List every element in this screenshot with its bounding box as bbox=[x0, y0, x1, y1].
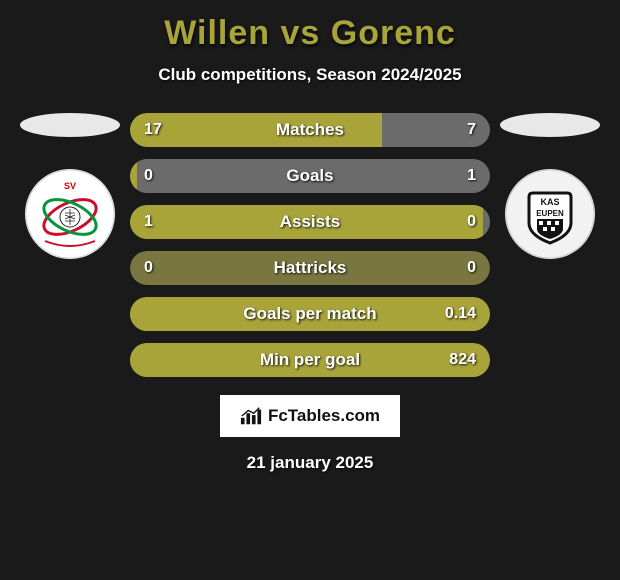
stat-bar-left bbox=[130, 159, 137, 193]
stat-value-left: 0 bbox=[144, 259, 153, 277]
eupen-crest-icon: KAS EUPEN bbox=[505, 169, 595, 259]
stat-row: Min per goal824 bbox=[130, 343, 490, 377]
stat-value-left: 1 bbox=[144, 213, 153, 231]
stat-value-right: 0 bbox=[467, 213, 476, 231]
page-title: Willen vs Gorenc bbox=[0, 14, 620, 53]
svg-text:KAS: KAS bbox=[540, 197, 559, 207]
stat-value-right: 1 bbox=[467, 167, 476, 185]
team2-badge: KAS EUPEN bbox=[505, 169, 595, 259]
stat-value-right: 7 bbox=[467, 121, 476, 139]
stat-value-left: 17 bbox=[144, 121, 162, 139]
player2-name: Gorenc bbox=[331, 14, 456, 52]
player2-photo-placeholder bbox=[500, 113, 600, 137]
stat-row: Matches177 bbox=[130, 113, 490, 147]
stat-value-right: 824 bbox=[449, 351, 476, 369]
brand-text: FcTables.com bbox=[268, 406, 380, 426]
vs-text: vs bbox=[280, 14, 320, 52]
player1-photo-placeholder bbox=[20, 113, 120, 137]
stat-row: Hattricks00 bbox=[130, 251, 490, 285]
team1-badge: SV bbox=[25, 169, 115, 259]
main-row: SV Matches177Goals01Assists10Hattricks00… bbox=[0, 113, 620, 377]
waregem-crest-icon: SV bbox=[25, 169, 115, 259]
stat-value-right: 0.14 bbox=[445, 305, 476, 323]
subtitle: Club competitions, Season 2024/2025 bbox=[0, 65, 620, 85]
left-side: SV bbox=[20, 113, 120, 259]
stat-bar-bg bbox=[130, 251, 490, 285]
right-side: KAS EUPEN bbox=[500, 113, 600, 259]
stat-bar-right bbox=[137, 159, 490, 193]
stat-bar-left bbox=[130, 205, 483, 239]
svg-text:SV: SV bbox=[64, 181, 76, 191]
player1-name: Willen bbox=[164, 14, 270, 52]
stats-column: Matches177Goals01Assists10Hattricks00Goa… bbox=[130, 113, 490, 377]
comparison-container: Willen vs Gorenc Club competitions, Seas… bbox=[0, 0, 620, 580]
stat-bar-left bbox=[130, 113, 382, 147]
svg-text:EUPEN: EUPEN bbox=[536, 209, 564, 218]
fctables-chart-icon bbox=[240, 406, 262, 426]
stat-row: Goals per match0.14 bbox=[130, 297, 490, 331]
stat-bar-right bbox=[130, 297, 490, 331]
stat-bar-right bbox=[130, 343, 490, 377]
stat-bar-right bbox=[483, 205, 490, 239]
stat-row: Assists10 bbox=[130, 205, 490, 239]
stat-value-right: 0 bbox=[467, 259, 476, 277]
brand-logo[interactable]: FcTables.com bbox=[220, 395, 400, 437]
date-text: 21 january 2025 bbox=[0, 453, 620, 473]
stat-row: Goals01 bbox=[130, 159, 490, 193]
stat-value-left: 0 bbox=[144, 167, 153, 185]
